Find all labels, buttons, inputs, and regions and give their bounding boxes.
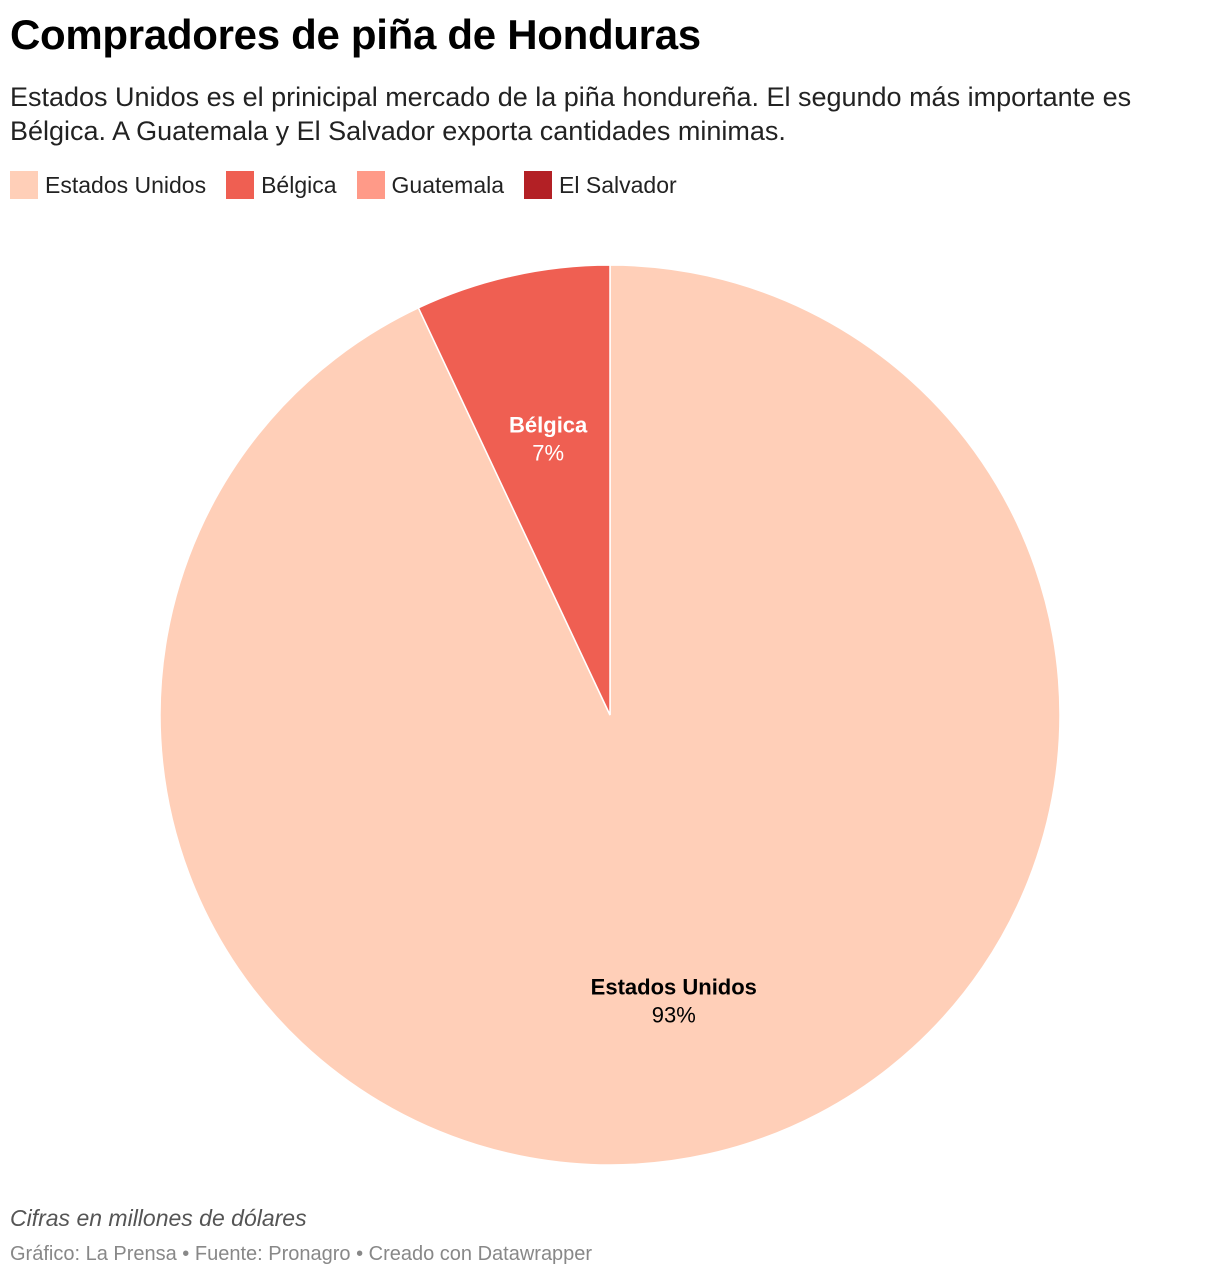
legend-label: El Salvador xyxy=(559,172,677,198)
chart-title: Compradores de piña de Honduras xyxy=(10,11,701,58)
pie-slice-belgica xyxy=(417,264,611,716)
legend-item-estados-unidos: Estados Unidos xyxy=(10,170,206,200)
legend-label: Bélgica xyxy=(261,172,337,198)
chart-credits: Gráfico: La Prensa • Fuente: Pronagro • … xyxy=(10,1243,593,1265)
slice-label-estados-unidos: Estados Unidos 93% xyxy=(591,974,757,1027)
legend-item-el-salvador: El Salvador xyxy=(524,170,677,200)
legend-label: Guatemala xyxy=(391,172,505,198)
legend-swatch xyxy=(226,171,255,199)
legend-label: Estados Unidos xyxy=(45,172,207,198)
slice-label-name: Bélgica xyxy=(509,412,588,437)
legend-swatch xyxy=(356,171,385,199)
chart-notes: Cifras en millones de dólares xyxy=(10,1205,307,1231)
chart-subtitle: Estados Unidos es el prinicipal mercado … xyxy=(10,82,1132,146)
slice-label-name: Estados Unidos xyxy=(591,974,757,999)
legend-item-belgica: Bélgica xyxy=(226,170,337,200)
slice-label-value: 7% xyxy=(532,440,564,465)
legend-item-guatemala: Guatemala xyxy=(356,170,505,200)
pie-chart: Estados Unidos 93% Bélgica 7% xyxy=(0,210,1220,1190)
legend-swatch xyxy=(524,171,553,199)
slice-label-belgica: Bélgica 7% xyxy=(509,412,588,465)
slice-label-value: 93% xyxy=(652,1002,696,1027)
legend-swatch xyxy=(10,171,38,199)
pie-chart-svg: Estados Unidos 93% Bélgica 7% xyxy=(159,264,1061,1166)
legend: Estados Unidos Bélgica Guatemala El Salvado… xyxy=(10,168,677,202)
